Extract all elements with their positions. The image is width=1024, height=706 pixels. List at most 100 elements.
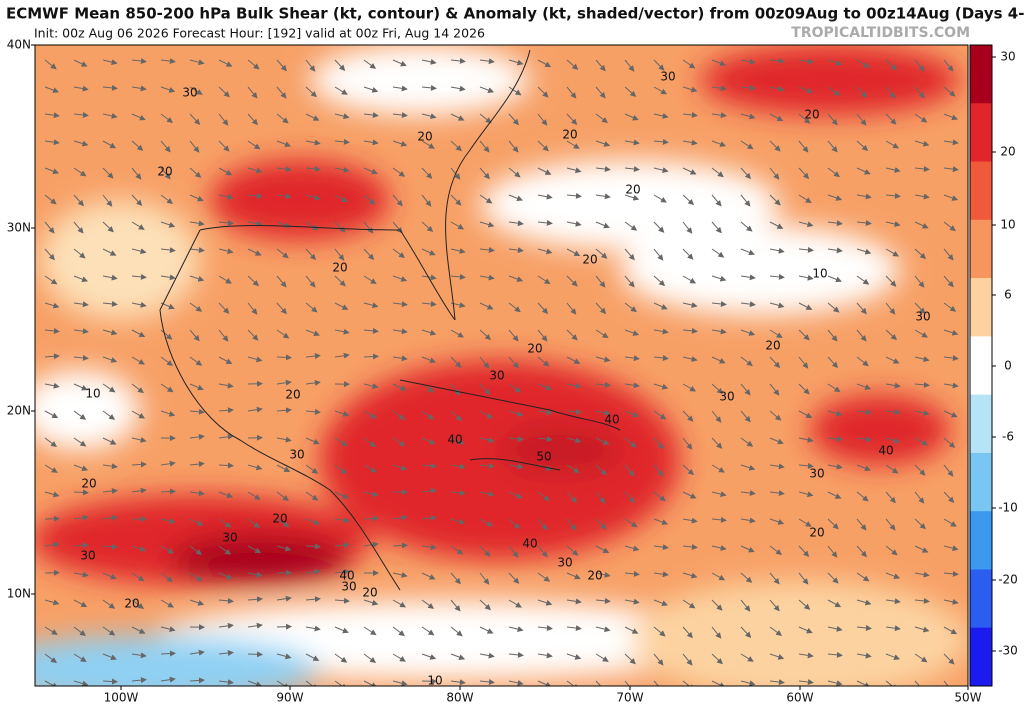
wind-vector xyxy=(566,382,582,389)
wind-vector xyxy=(276,113,289,124)
wind-vector xyxy=(856,545,867,558)
wind-vector xyxy=(479,246,495,253)
wind-vector xyxy=(131,572,145,582)
wind-vector xyxy=(827,435,843,442)
wind-vector xyxy=(537,275,551,285)
wind-vector xyxy=(189,383,204,391)
colorbar-label: -30 xyxy=(998,644,1018,658)
wind-vector xyxy=(102,194,113,207)
contour-label: 20 xyxy=(332,261,347,275)
wind-vector xyxy=(392,383,407,391)
wind-vector xyxy=(305,165,321,172)
wind-vector xyxy=(363,302,379,309)
wind-vector xyxy=(44,382,60,389)
wind-vector xyxy=(102,410,116,420)
wind-vector xyxy=(247,140,261,150)
wind-vector xyxy=(189,677,205,684)
wind-vector xyxy=(131,410,146,419)
wind-vector xyxy=(160,86,176,93)
wind-vector xyxy=(44,302,60,309)
wind-vector xyxy=(653,167,669,174)
wind-vector xyxy=(711,59,726,67)
wind-vector xyxy=(160,410,176,417)
wind-vector xyxy=(653,194,667,203)
wind-vector xyxy=(624,464,635,477)
wind-vector xyxy=(276,275,287,288)
wind-vector xyxy=(102,572,117,580)
wind-vector xyxy=(740,490,756,497)
wind-vector xyxy=(73,542,89,549)
wind-vector xyxy=(624,59,635,72)
wind-vector xyxy=(508,572,520,584)
wind-vector xyxy=(566,140,580,149)
wind-vector xyxy=(682,680,695,686)
wind-vector xyxy=(653,464,664,477)
wind-vector xyxy=(798,221,814,228)
wind-vector xyxy=(160,383,174,393)
contour-label: 20 xyxy=(582,253,597,267)
wind-vector xyxy=(537,599,553,606)
wind-vector xyxy=(189,86,203,95)
wind-vector xyxy=(305,59,316,72)
wind-vector xyxy=(392,275,408,282)
wind-vector xyxy=(885,302,896,315)
wind-vector xyxy=(827,329,838,342)
wind-vector xyxy=(943,302,957,312)
wind-vector xyxy=(363,491,379,497)
wind-vector xyxy=(624,355,640,362)
wind-vector xyxy=(653,544,669,551)
wind-vector xyxy=(392,653,406,662)
wind-vector xyxy=(160,676,176,683)
wind-vector xyxy=(450,410,463,422)
wind-vector xyxy=(450,194,462,206)
contour-label: 40 xyxy=(878,444,893,458)
wind-vector xyxy=(189,649,205,656)
wind-vector xyxy=(595,464,607,476)
wind-vector xyxy=(305,329,320,337)
wind-vector xyxy=(537,545,548,558)
wind-vector xyxy=(740,464,756,471)
wind-vector xyxy=(769,356,781,369)
wind-vector xyxy=(827,599,842,608)
wind-vector xyxy=(740,599,751,612)
wind-vector xyxy=(595,59,606,72)
wind-vector xyxy=(392,626,405,637)
wind-vector xyxy=(189,302,203,312)
wind-vector xyxy=(856,140,869,152)
wind-vector xyxy=(943,329,959,336)
wind-vector xyxy=(392,248,405,259)
wind-vector xyxy=(189,167,202,178)
wind-vector xyxy=(624,194,640,201)
wind-vector xyxy=(624,545,640,552)
wind-vector xyxy=(363,410,377,419)
wind-vector xyxy=(769,247,785,254)
wind-vector xyxy=(160,599,174,608)
wind-vector xyxy=(363,464,377,473)
wind-vector xyxy=(943,680,949,686)
wind-vector xyxy=(334,517,350,524)
wind-vector xyxy=(44,680,59,686)
wind-vector xyxy=(624,382,640,389)
wind-vector xyxy=(595,680,607,686)
wind-vector xyxy=(160,329,173,340)
wind-vector xyxy=(682,410,694,422)
colorbar-swatch xyxy=(970,161,992,221)
wind-vector xyxy=(711,599,723,611)
wind-vector xyxy=(131,85,147,92)
wind-vector xyxy=(508,140,519,153)
wind-vector xyxy=(363,353,379,360)
wind-vector xyxy=(827,140,838,153)
wind-vector xyxy=(537,86,549,98)
wind-vector xyxy=(363,59,377,69)
contour-label: 20 xyxy=(562,128,577,142)
wind-vector xyxy=(566,572,581,580)
wind-vector xyxy=(334,59,346,71)
wind-vector xyxy=(334,626,349,634)
wind-vector xyxy=(421,515,437,521)
lon-label: 90W xyxy=(276,691,303,705)
wind-vector xyxy=(102,488,118,495)
wind-vector xyxy=(711,167,724,178)
wind-vector xyxy=(856,383,872,390)
wind-vector xyxy=(711,491,727,498)
wind-vector xyxy=(363,248,375,261)
